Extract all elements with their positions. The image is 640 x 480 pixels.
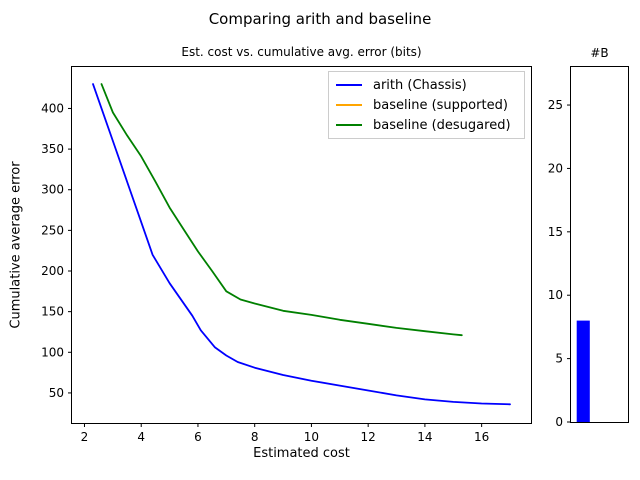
y-axis-label: Cumulative average error (8, 161, 24, 329)
svg-text:6: 6 (194, 430, 202, 444)
x-axis-ticks: 2 4 6 8 10 12 14 16 (81, 423, 489, 444)
legend-line-swatch-green (336, 124, 362, 126)
bar (576, 320, 590, 422)
svg-text:150: 150 (41, 305, 64, 319)
svg-text:10: 10 (304, 430, 319, 444)
y-axis-ticks: 50 100 150 200 250 300 350 400 (41, 101, 72, 400)
line-plot-area: 2 4 6 8 10 12 14 16 50 100 150 200 250 300 350 400 (41, 83, 511, 444)
svg-text:300: 300 (41, 183, 64, 197)
legend: arith (Chassis) baseline (supported) bas… (328, 71, 525, 139)
legend-line-swatch-orange (336, 104, 362, 106)
svg-text:20: 20 (548, 161, 563, 175)
svg-text:250: 250 (41, 223, 64, 237)
svg-text:0: 0 (555, 415, 563, 429)
legend-label: arith (Chassis) (373, 77, 467, 93)
svg-text:8: 8 (251, 430, 259, 444)
svg-text:12: 12 (361, 430, 376, 444)
legend-label: baseline (supported) (373, 97, 508, 113)
series-line (92, 83, 511, 406)
legend-item-arith: arith (Chassis) (336, 79, 517, 92)
figure-title: Comparing arith and baseline (208, 10, 432, 28)
svg-text:50: 50 (49, 386, 64, 400)
bar-plot-title: #B (590, 46, 609, 60)
svg-text:350: 350 (41, 142, 64, 156)
bar-plot-area: 0 5 10 15 20 25 (548, 98, 590, 429)
bar-plot-axes: 0 5 10 15 20 25 (548, 66, 629, 429)
svg-text:10: 10 (548, 288, 563, 302)
svg-text:5: 5 (555, 352, 563, 366)
svg-text:25: 25 (548, 98, 563, 112)
series-line (100, 83, 463, 337)
line-plot-title: Est. cost vs. cumulative avg. error (bit… (181, 45, 422, 59)
svg-text:14: 14 (417, 430, 432, 444)
svg-text:15: 15 (548, 225, 563, 239)
legend-line-swatch-blue (336, 84, 362, 86)
svg-text:4: 4 (137, 430, 145, 444)
legend-item-baseline-supported: baseline (supported) (336, 99, 517, 112)
svg-text:100: 100 (41, 345, 64, 359)
svg-text:400: 400 (41, 101, 64, 115)
svg-text:16: 16 (474, 430, 489, 444)
svg-text:200: 200 (41, 264, 64, 278)
x-axis-label: Estimated cost (253, 446, 350, 461)
y-axis-ticks: 0 5 10 15 20 25 (548, 98, 571, 429)
legend-label: baseline (desugared) (373, 117, 511, 133)
legend-item-baseline-desugared: baseline (desugared) (336, 119, 517, 132)
svg-text:2: 2 (81, 430, 89, 444)
